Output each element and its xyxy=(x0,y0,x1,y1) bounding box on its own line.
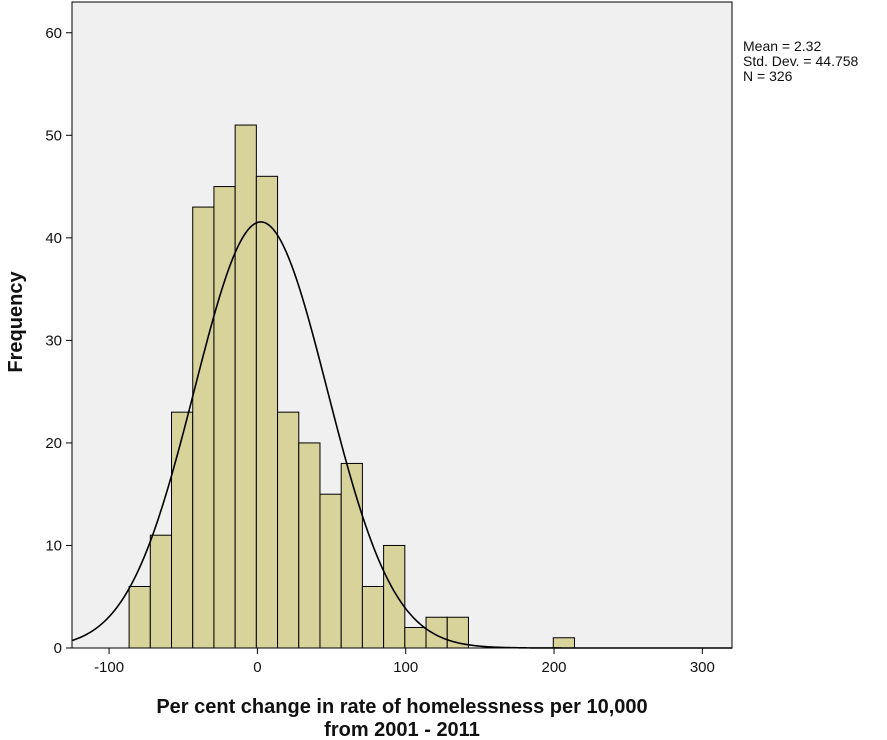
x-tick-label-300: 300 xyxy=(690,659,715,676)
histogram-bar-11 xyxy=(361,585,385,649)
histogram-bar-14 xyxy=(425,616,448,649)
y-tick-label-20: 20 xyxy=(45,435,62,452)
y-axis: 0 10 20 30 40 50 60 xyxy=(45,25,72,657)
histogram-bar-2 xyxy=(171,411,194,649)
x-axis: -100 0 100 200 300 xyxy=(94,648,715,676)
stat-mean: Mean = 2.32 xyxy=(743,38,821,54)
y-tick-label-40: 40 xyxy=(45,230,62,247)
plot-frame xyxy=(71,1,733,649)
histogram-bar-6 xyxy=(255,175,279,649)
histogram-bar-7 xyxy=(277,411,300,649)
x-tick-label-100: 100 xyxy=(393,659,418,676)
x-axis-title-line-1: Per cent change in rate of homelessness … xyxy=(156,696,647,718)
x-tick-label-0: 0 xyxy=(253,659,261,676)
y-tick-label-60: 60 xyxy=(45,25,62,42)
stat-std-dev: Std. Dev. = 44.758 xyxy=(743,53,859,69)
y-tick-label-50: 50 xyxy=(45,127,62,144)
histogram-bar-1 xyxy=(149,534,173,649)
histogram-bar-0 xyxy=(128,585,151,649)
histogram-bar-8 xyxy=(298,442,321,649)
histogram-bar-9 xyxy=(319,493,342,649)
y-tick-label-0: 0 xyxy=(54,640,62,657)
x-axis-title-line-2: from 2001 - 2011 xyxy=(324,719,480,740)
y-axis-title: Frequency xyxy=(5,271,27,373)
histogram-bar-16 xyxy=(552,637,575,649)
histogram-bar-12 xyxy=(383,544,406,649)
histogram-bar-4 xyxy=(213,186,236,649)
x-tick-label--100: -100 xyxy=(94,659,124,676)
histogram-bar-3 xyxy=(192,206,215,649)
stat-n: N = 326 xyxy=(743,68,793,84)
histogram-bars xyxy=(128,124,575,649)
y-tick-label-30: 30 xyxy=(45,332,62,349)
histogram-bar-10 xyxy=(340,462,363,649)
y-tick-label-10: 10 xyxy=(45,537,62,554)
histogram-bar-13 xyxy=(404,626,427,649)
histogram-bar-5 xyxy=(234,124,257,649)
x-tick-label-200: 200 xyxy=(542,659,567,676)
stats-box: Mean = 2.32 Std. Dev. = 44.758 N = 326 xyxy=(743,38,859,84)
